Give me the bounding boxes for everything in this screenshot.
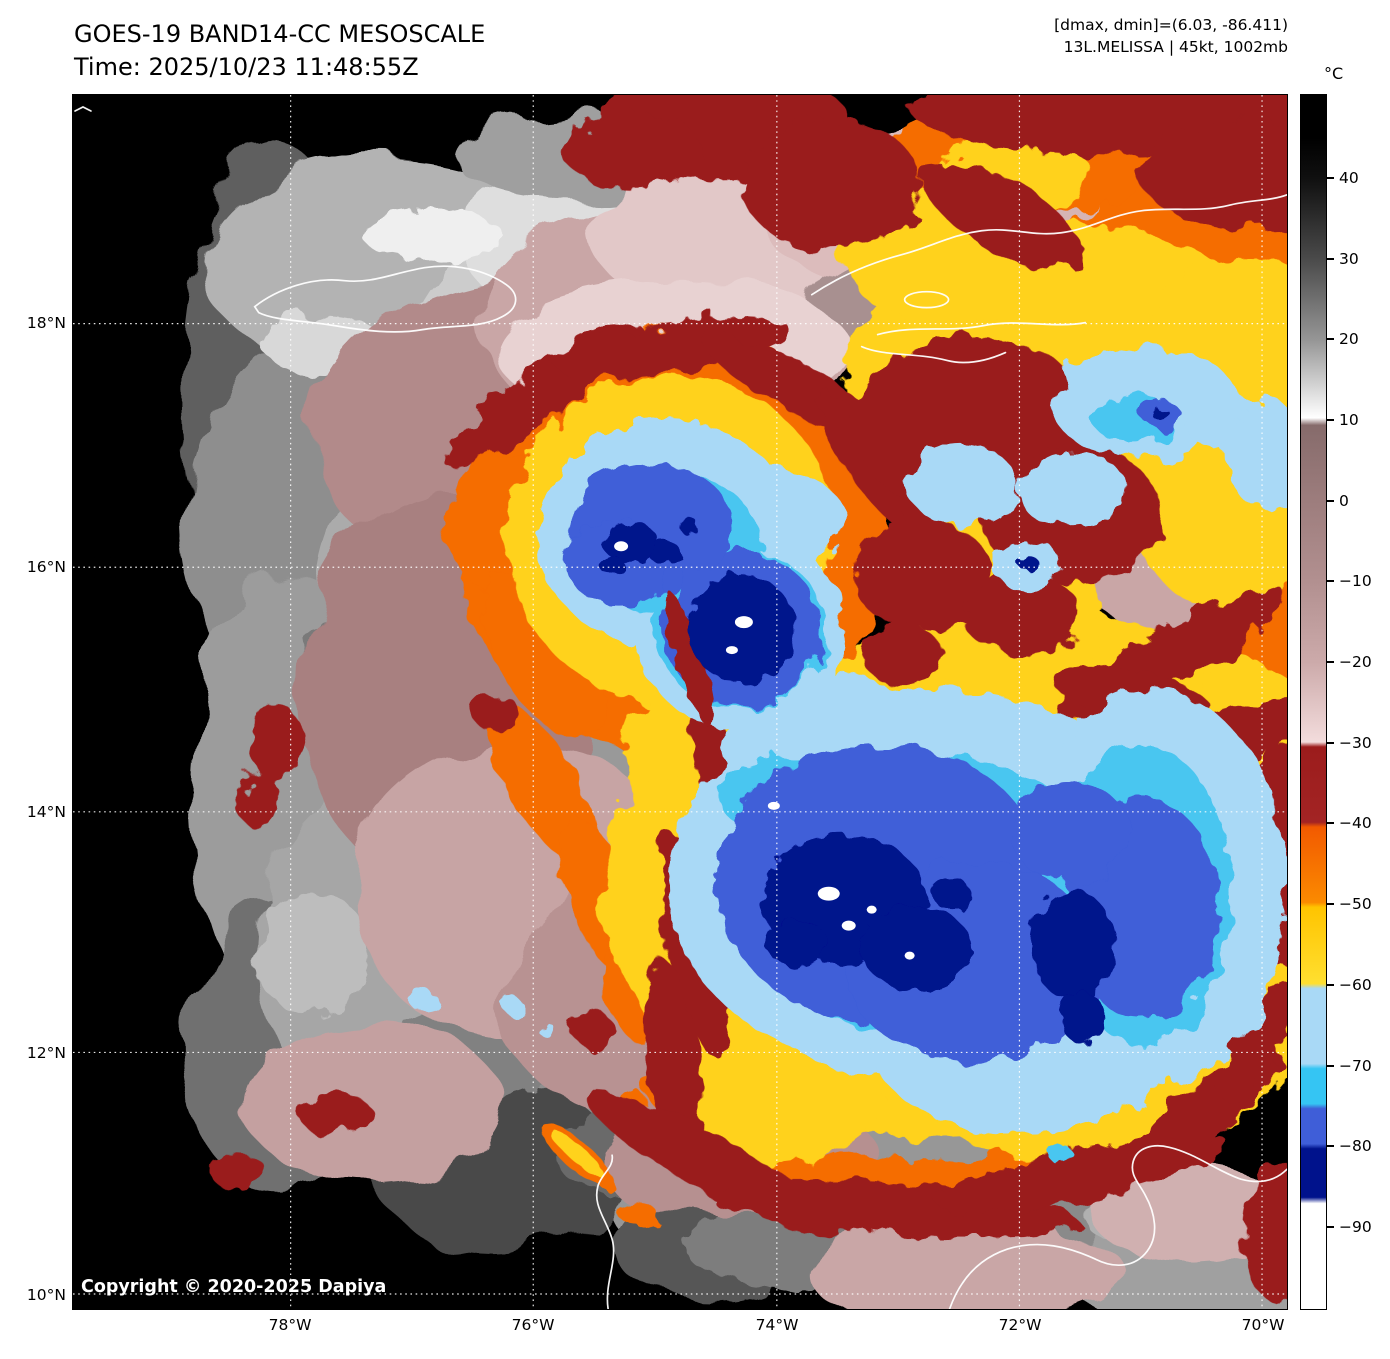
lon-label-74w: 74°W: [755, 1316, 799, 1334]
cloud-layer-red-crescent: [663, 590, 715, 728]
colorbar-tick: [1327, 984, 1334, 986]
cloud-layer-navy: [600, 408, 1171, 1045]
coastlines: [74, 106, 1287, 1309]
figure-time: Time: 2025/10/23 11:48:55Z: [74, 53, 419, 81]
colorbar-tick-label: −90: [1339, 1218, 1372, 1236]
copyright-watermark: Copyright © 2020-2025 Dapiya: [81, 1277, 387, 1297]
lon-label-72w: 72°W: [998, 1316, 1042, 1334]
colorbar-tick: [1327, 500, 1334, 502]
lat-label-16n: 16°N: [26, 558, 66, 576]
lat-label-14n: 14°N: [26, 803, 66, 821]
colorbar-tick: [1327, 822, 1334, 824]
lon-label-78w: 78°W: [268, 1316, 312, 1334]
colorbar-tick: [1327, 742, 1334, 744]
header-right: [dmax, dmin]=(6.03, -86.411) 13L.MELISSA…: [1054, 14, 1288, 58]
colorbar-tick: [1327, 1065, 1334, 1067]
coastline-guajira: [948, 1144, 1287, 1309]
colorbar-tick-label: −40: [1339, 814, 1372, 832]
lat-label-12n: 12°N: [26, 1044, 66, 1062]
colorbar-tick-label: −10: [1339, 572, 1372, 590]
colorbar-tick: [1327, 580, 1334, 582]
colorbar-tick: [1327, 258, 1334, 260]
dmax-dmin-readout: [dmax, dmin]=(6.03, -86.411): [1054, 16, 1288, 34]
coastline-fragment-topleft: [74, 106, 92, 112]
lon-label-70w: 70°W: [1241, 1316, 1285, 1334]
colorbar-tick-label: 10: [1339, 411, 1359, 429]
colorbar: [1300, 94, 1327, 1310]
colorbar-tick-label: 0: [1339, 492, 1349, 510]
colorbar-tick-label: −30: [1339, 734, 1372, 752]
storm-info: 13L.MELISSA | 45kt, 1002mb: [1063, 38, 1288, 56]
colorbar-tick: [1327, 661, 1334, 663]
colorbar-tick: [1327, 903, 1334, 905]
coastline-colombia: [595, 1154, 615, 1309]
lat-label-10n: 10°N: [26, 1286, 66, 1304]
colorbar-tick-label: 30: [1339, 250, 1359, 268]
colorbar-tick-label: −80: [1339, 1137, 1372, 1155]
colorbar-tick-label: −20: [1339, 653, 1372, 671]
colorbar-unit-label: °C: [1324, 64, 1344, 83]
colorbar-tick: [1327, 177, 1334, 179]
colorbar-tick-label: 20: [1339, 330, 1359, 348]
satellite-map: Copyright © 2020-2025 Dapiya: [72, 94, 1288, 1310]
coastline-gonave-island: [903, 290, 950, 309]
cloud-layer-white-pixels: [614, 541, 915, 960]
colorbar-tick: [1327, 419, 1334, 421]
lat-label-18n: 18°N: [26, 314, 66, 332]
coastline-haiti-peninsula-top: [876, 321, 1087, 336]
coastline-haiti-peninsula-bottom: [860, 345, 1007, 364]
colorbar-tick-label: 40: [1339, 169, 1359, 187]
lon-label-76w: 76°W: [511, 1316, 555, 1334]
colorbar-tick-label: −50: [1339, 895, 1372, 913]
colorbar-tick: [1327, 1226, 1334, 1228]
coastline-jamaica: [253, 265, 517, 333]
colorbar-tick: [1327, 1145, 1334, 1147]
figure-title: GOES-19 BAND14-CC MESOSCALE: [74, 20, 486, 48]
coastline-hispaniola-north: [810, 193, 1287, 296]
ir-imagery: [73, 95, 1287, 1309]
colorbar-tick: [1327, 338, 1334, 340]
colorbar-tick-label: −70: [1339, 1057, 1372, 1075]
colorbar-tick-label: −60: [1339, 976, 1372, 994]
